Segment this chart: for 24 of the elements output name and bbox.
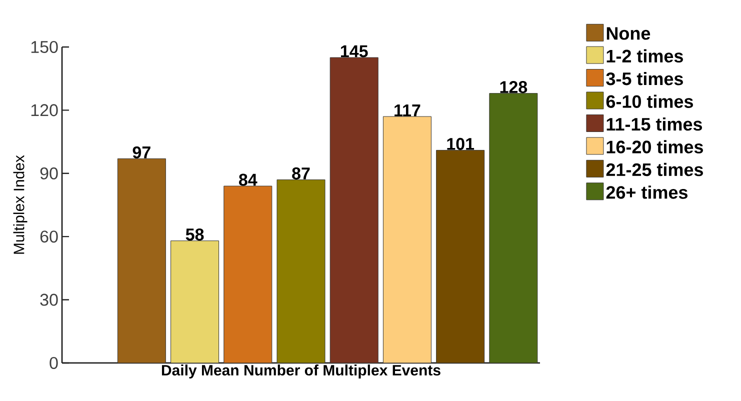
data-label: 101 — [447, 138, 474, 150]
y-tick-label: 0 — [50, 356, 58, 370]
data-label: 117 — [394, 104, 420, 116]
legend-label: 21-25 times — [606, 162, 703, 176]
legend-label: 6-10 times — [606, 94, 693, 108]
y-axis-title: Multiplex Index — [13, 155, 28, 254]
legend-label: 11-15 times — [606, 117, 702, 131]
data-label: 58 — [186, 228, 204, 241]
legend-label: 1-2 times — [606, 49, 683, 62]
y-tick-label: 150 — [31, 40, 58, 54]
y-tick-label: 120 — [31, 104, 58, 116]
legend-label: 3-5 times — [606, 72, 683, 86]
data-label: 87 — [292, 167, 310, 180]
legend-label: 26+ times — [606, 186, 688, 199]
y-tick-label: 60 — [40, 230, 58, 243]
data-label: 128 — [500, 81, 528, 94]
y-tick-label: 90 — [40, 167, 58, 180]
x-axis-title: Daily Mean Number of Multiplex Events — [162, 364, 440, 378]
data-label: 145 — [340, 45, 368, 58]
y-tick-label: 30 — [40, 294, 58, 306]
data-label: 84 — [238, 174, 258, 186]
legend-label: 16-20 times — [606, 140, 703, 154]
legend-label: None — [606, 27, 650, 40]
data-label: 97 — [132, 146, 150, 158]
